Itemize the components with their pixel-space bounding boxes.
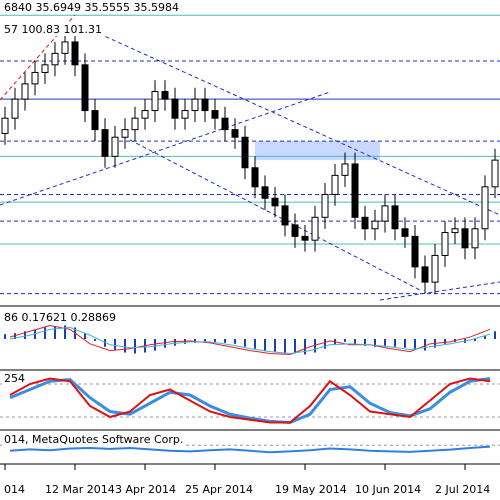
- label-background: [2, 433, 186, 446]
- indicator-line: [9, 324, 491, 355]
- candle-body: [491, 159, 499, 188]
- candle-body: [481, 186, 489, 230]
- candle-body: [161, 91, 169, 100]
- candle-body: [221, 117, 229, 131]
- x-tick-label: 3 Apr 2014: [115, 483, 176, 496]
- label-background: [2, 311, 118, 324]
- candle-body: [271, 197, 279, 207]
- candle-body: [211, 110, 219, 119]
- candle-body: [331, 174, 339, 195]
- candle-body: [321, 193, 329, 218]
- candle-body: [431, 254, 439, 283]
- x-tick-label: 25 Apr 2014: [185, 483, 253, 496]
- candle-body: [421, 266, 429, 283]
- candle-body: [441, 232, 449, 256]
- candle-body: [21, 83, 29, 100]
- x-tick-label: 2 Jul 2014: [435, 483, 490, 496]
- pane-label: 254: [4, 372, 25, 385]
- pane-label: 6840 35.6949 35.5555 35.5984: [4, 1, 179, 14]
- candle-body: [471, 228, 479, 249]
- candle-body: [61, 41, 69, 54]
- pane-borders: [0, 305, 500, 465]
- indicator-line: [9, 377, 491, 424]
- candle-body: [341, 163, 349, 176]
- pane-label: 57 100.83 101.31: [4, 23, 102, 36]
- candle-body: [401, 228, 409, 237]
- candle-body: [241, 136, 249, 169]
- candle-body: [201, 98, 209, 112]
- candle-body: [451, 228, 459, 234]
- candle-body: [131, 117, 139, 131]
- candle-body: [51, 52, 59, 66]
- x-tick-label: 014: [4, 483, 25, 496]
- label-background: [2, 1, 181, 14]
- candle-body: [31, 71, 39, 85]
- x-tick-label: 10 Jun 2014: [355, 483, 421, 496]
- indicator-line: [9, 445, 491, 454]
- pane-label: 86 0.17621 0.28869: [4, 311, 116, 324]
- candle-body: [111, 136, 119, 157]
- candle-body: [461, 228, 469, 249]
- candle-body: [91, 110, 99, 131]
- candle-body: [361, 216, 369, 230]
- candle-body: [81, 64, 89, 112]
- indicator-line: [9, 326, 491, 355]
- candle-body: [261, 186, 269, 199]
- zone: [255, 141, 380, 161]
- candle-body: [351, 163, 359, 218]
- candle-body: [1, 117, 9, 134]
- candle-body: [381, 205, 389, 222]
- candle-body: [251, 167, 259, 188]
- candle-body: [411, 235, 419, 268]
- candle-body: [171, 98, 179, 119]
- candle-body: [191, 98, 199, 112]
- label-background: [2, 23, 104, 36]
- candle-body: [291, 224, 299, 237]
- label-background: [2, 372, 27, 385]
- candle-body: [141, 110, 149, 119]
- candle-body: [311, 216, 319, 241]
- candle-body: [11, 98, 19, 119]
- candle-body: [181, 110, 189, 119]
- candle-body: [301, 235, 309, 241]
- candle-body: [391, 205, 399, 230]
- candle-body: [71, 41, 79, 66]
- candle-body: [151, 91, 159, 112]
- candle-body: [371, 220, 379, 230]
- candle-body: [41, 64, 49, 73]
- x-tick-label: 12 Mar 2014: [45, 483, 115, 496]
- candle-body: [101, 129, 109, 157]
- x-tick-label: 19 May 2014: [275, 483, 347, 496]
- candle-body: [281, 205, 289, 226]
- pane-label: 014, MetaQuotes Software Corp.: [4, 433, 183, 446]
- candle-body: [231, 129, 239, 138]
- candle-body: [121, 129, 129, 138]
